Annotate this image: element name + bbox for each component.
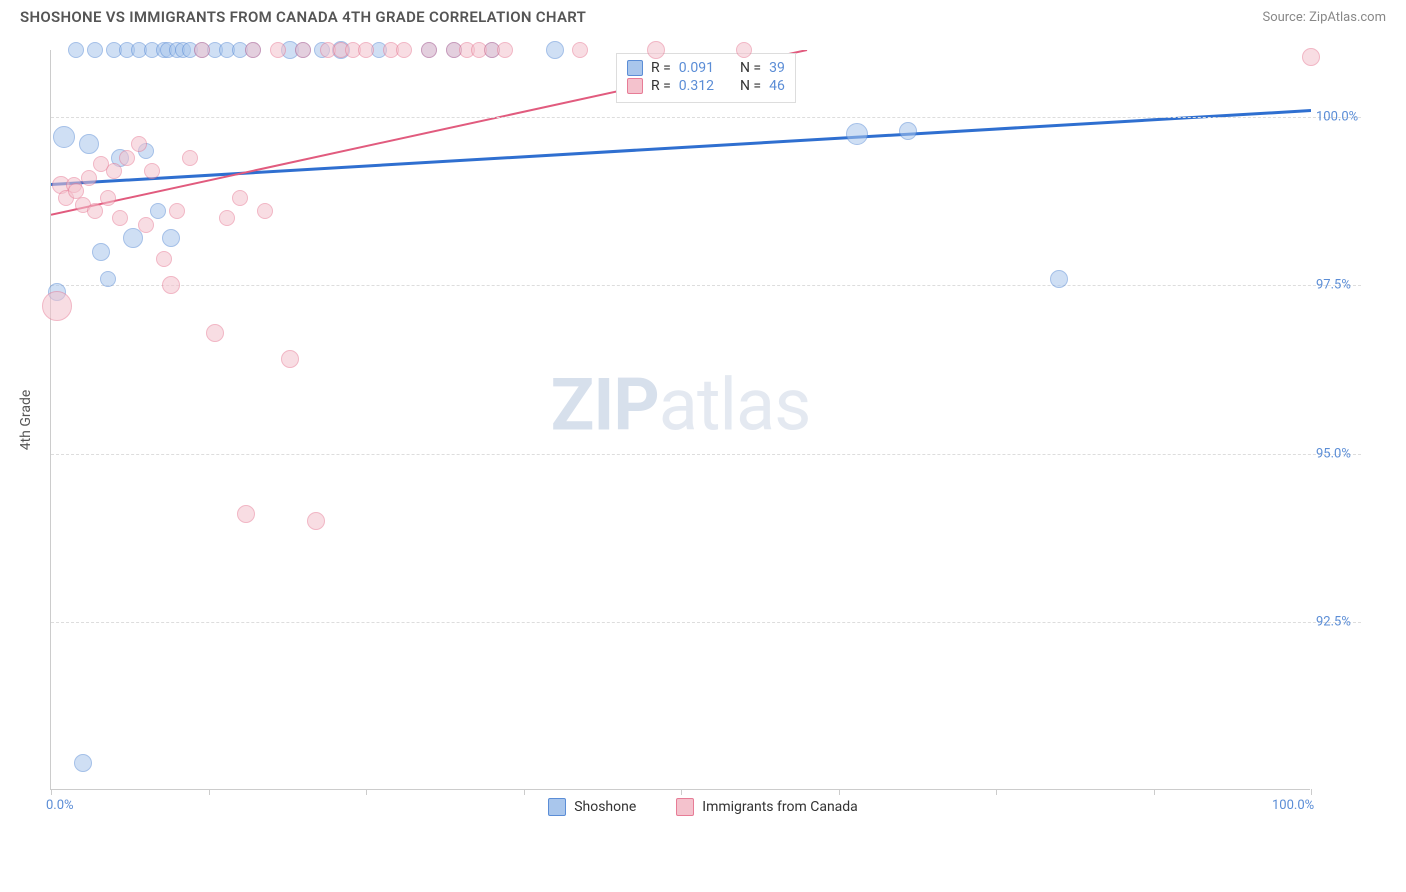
legend-item: Immigrants from Canada — [676, 798, 858, 816]
y-axis-label: 4th Grade — [18, 390, 34, 451]
x-tick — [209, 789, 210, 795]
scatter-point — [100, 271, 116, 287]
watermark: ZIPatlas — [551, 362, 811, 447]
scatter-point — [1050, 270, 1068, 288]
watermark-atlas: atlas — [659, 362, 811, 447]
scatter-point — [81, 170, 97, 186]
x-tick — [996, 789, 997, 795]
scatter-point — [270, 42, 286, 58]
x-tick — [366, 789, 367, 795]
stats-n-value: 46 — [769, 78, 785, 94]
scatter-point — [150, 203, 166, 219]
scatter-point — [100, 190, 116, 206]
trend-line — [51, 111, 1311, 185]
x-tick — [51, 789, 52, 795]
scatter-point — [307, 512, 325, 530]
scatter-point — [232, 190, 248, 206]
gridline — [51, 454, 1361, 455]
scatter-point — [68, 42, 84, 58]
scatter-point — [112, 210, 128, 226]
y-tick-label: 100.0% — [1316, 110, 1358, 125]
chart-title: SHOSHONE VS IMMIGRANTS FROM CANADA 4TH G… — [20, 8, 586, 26]
scatter-point — [846, 123, 868, 145]
scatter-point — [281, 350, 299, 368]
legend-swatch — [548, 798, 566, 816]
x-tick — [1154, 789, 1155, 795]
stats-box: R = 0.091 N = 39 R = 0.312 N = 46 — [616, 53, 796, 103]
scatter-point — [119, 150, 135, 166]
scatter-point — [497, 42, 513, 58]
x-tick — [839, 789, 840, 795]
scatter-point — [647, 41, 665, 59]
scatter-point — [257, 203, 273, 219]
scatter-point — [162, 276, 180, 294]
scatter-point — [138, 217, 154, 233]
scatter-point — [206, 324, 224, 342]
stats-n-label: N = — [740, 60, 761, 76]
gridline — [51, 117, 1361, 118]
legend-swatch — [676, 798, 694, 816]
scatter-point — [736, 42, 752, 58]
y-tick-label: 95.0% — [1316, 446, 1351, 461]
stats-swatch — [627, 60, 643, 76]
chart-container: 4th Grade ZIPatlas R =0.091N =39R =0.312… — [50, 50, 1390, 830]
scatter-point — [156, 251, 172, 267]
legend: Shoshone Immigrants from Canada — [0, 798, 1406, 816]
scatter-point — [358, 42, 374, 58]
scatter-point — [87, 203, 103, 219]
stats-n-value: 39 — [769, 60, 785, 76]
scatter-point — [79, 134, 99, 154]
scatter-point — [194, 42, 210, 58]
scatter-point — [295, 42, 311, 58]
scatter-point — [421, 42, 437, 58]
scatter-point — [144, 163, 160, 179]
stats-r-value: 0.312 — [679, 78, 714, 94]
scatter-point — [53, 126, 75, 148]
chart-source: Source: ZipAtlas.com — [1262, 10, 1386, 25]
x-tick — [524, 789, 525, 795]
scatter-point — [92, 243, 110, 261]
x-tick — [681, 789, 682, 795]
scatter-point — [42, 291, 72, 321]
scatter-point — [162, 229, 180, 247]
gridline — [51, 622, 1361, 623]
stats-n-label: N = — [740, 78, 761, 94]
scatter-point — [899, 122, 917, 140]
stats-row: R = 0.091 N = 39 — [627, 60, 785, 76]
stats-r-label: R = — [651, 60, 671, 76]
stats-row: R = 0.312 N = 46 — [627, 78, 785, 94]
scatter-point — [74, 754, 92, 772]
scatter-point — [1302, 48, 1320, 66]
x-tick — [1311, 789, 1312, 795]
y-tick-label: 92.5% — [1316, 614, 1351, 629]
scatter-point — [106, 163, 122, 179]
stats-r-value: 0.091 — [679, 60, 714, 76]
scatter-point — [237, 505, 255, 523]
scatter-point — [245, 42, 261, 58]
stats-r-label: R = — [651, 78, 671, 94]
plot-area: ZIPatlas R =0.091N =39R =0.312N =46 92.5… — [50, 50, 1310, 790]
scatter-point — [546, 41, 564, 59]
scatter-point — [182, 150, 198, 166]
legend-item: Shoshone — [548, 798, 636, 816]
scatter-point — [87, 42, 103, 58]
y-tick-label: 97.5% — [1316, 278, 1351, 293]
chart-header: SHOSHONE VS IMMIGRANTS FROM CANADA 4TH G… — [0, 0, 1406, 30]
legend-label: Immigrants from Canada — [702, 799, 858, 815]
legend-label: Shoshone — [574, 799, 636, 815]
gridline — [51, 285, 1361, 286]
stats-swatch — [627, 78, 643, 94]
trend-lines — [51, 50, 1311, 790]
scatter-point — [131, 136, 147, 152]
scatter-point — [219, 210, 235, 226]
scatter-point — [169, 203, 185, 219]
watermark-zip: ZIP — [551, 362, 659, 447]
scatter-point — [572, 42, 588, 58]
scatter-point — [396, 42, 412, 58]
